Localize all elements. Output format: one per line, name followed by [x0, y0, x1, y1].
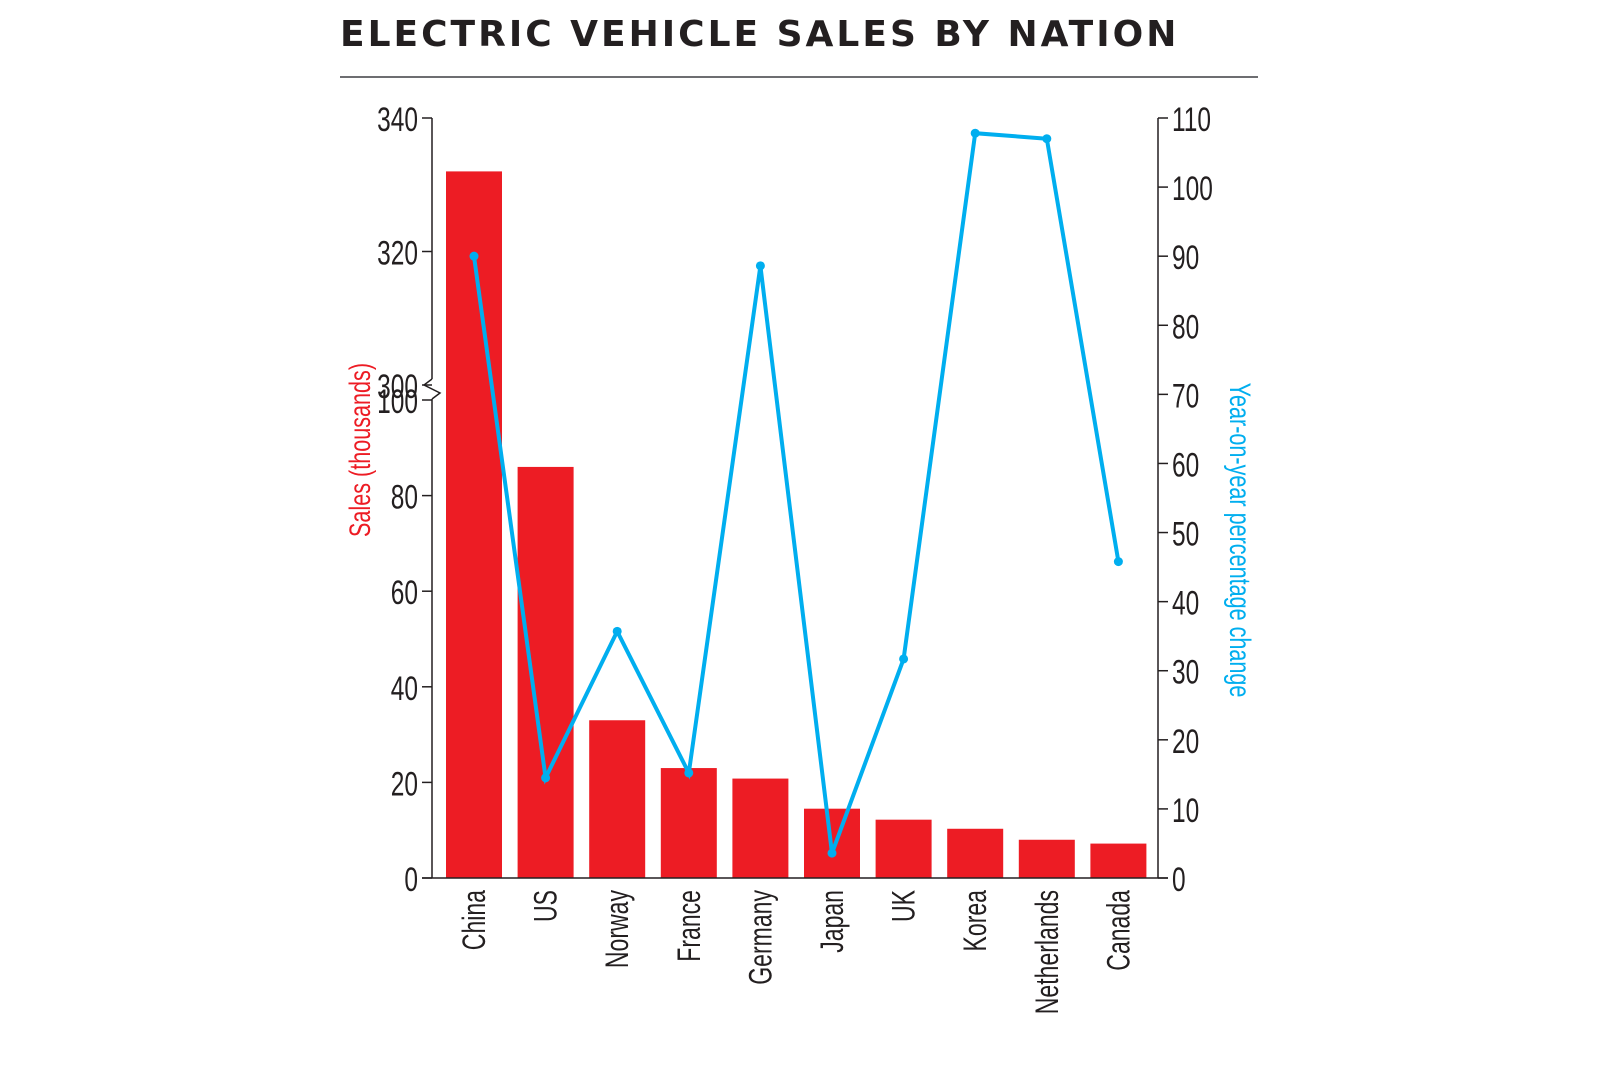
category-label-netherlands: Netherlands [1029, 890, 1065, 1014]
category-label-japan: Japan [814, 890, 850, 953]
left-tick-label-20: 20 [391, 766, 418, 804]
yoy-point-norway [612, 626, 622, 636]
category-label-korea: Korea [958, 890, 994, 952]
category-label-france: France [671, 890, 707, 962]
right-tick-label-10: 10 [1172, 792, 1199, 830]
bar-china [446, 171, 502, 878]
bar-korea [947, 828, 1004, 878]
category-label-china: China [456, 890, 492, 951]
yoy-point-korea [970, 128, 980, 138]
yoy-point-germany [755, 261, 765, 271]
yoy-point-netherlands [1042, 134, 1052, 144]
right-axis-title: Year-on-year percentage change [1223, 383, 1257, 698]
yoy-point-france [684, 768, 694, 778]
category-label-germany: Germany [743, 890, 779, 985]
yoy-point-china [469, 251, 479, 261]
right-tick-label-30: 30 [1172, 654, 1199, 692]
right-tick-label-50: 50 [1172, 516, 1199, 554]
bar-us [517, 466, 574, 878]
left-tick-label-320: 320 [377, 235, 418, 273]
category-label-uk: UK [886, 890, 922, 922]
yoy-change-line [472, 131, 1121, 854]
left-tick-label-340: 340 [377, 101, 418, 139]
left-tick-label-80: 80 [391, 479, 418, 517]
bar-france [660, 768, 717, 878]
left-tick-label-0: 0 [404, 861, 418, 899]
left-tick-label-100: 100 [377, 383, 418, 421]
right-tick-label-20: 20 [1172, 723, 1199, 761]
right-tick-label-110: 110 [1172, 101, 1211, 139]
left-axis-title: Sales (thousands) [342, 363, 376, 537]
axis-break-mark [422, 378, 442, 400]
yoy-point-japan [827, 848, 837, 858]
left-tick-label-60: 60 [391, 574, 418, 612]
yoy-point-canada [1113, 557, 1123, 567]
right-tick-label-40: 40 [1172, 585, 1199, 623]
left-tick-label-300: 300 [377, 368, 418, 406]
category-label-norway: Norway [600, 890, 636, 968]
left-tick-label-40: 40 [391, 670, 418, 708]
yoy-point-uk [899, 654, 909, 664]
bar-norway [589, 720, 646, 878]
category-label-us: US [528, 890, 564, 922]
right-tick-label-70: 70 [1172, 378, 1199, 416]
bar-canada [1090, 843, 1147, 878]
chart-title: ELECTRIC VEHICLE SALES BY NATION [340, 14, 1180, 55]
right-tick-label-0: 0 [1172, 861, 1186, 899]
right-tick-label-60: 60 [1172, 447, 1199, 485]
bar-germany [732, 778, 789, 878]
right-tick-label-90: 90 [1172, 239, 1199, 277]
title-rule [340, 76, 1258, 78]
yoy-point-us [541, 773, 551, 783]
right-tick-label-100: 100 [1172, 170, 1213, 208]
bar-uk [875, 819, 932, 878]
category-label-canada: Canada [1101, 890, 1137, 971]
right-tick-label-80: 80 [1172, 308, 1199, 346]
bar-netherlands [1018, 839, 1075, 878]
